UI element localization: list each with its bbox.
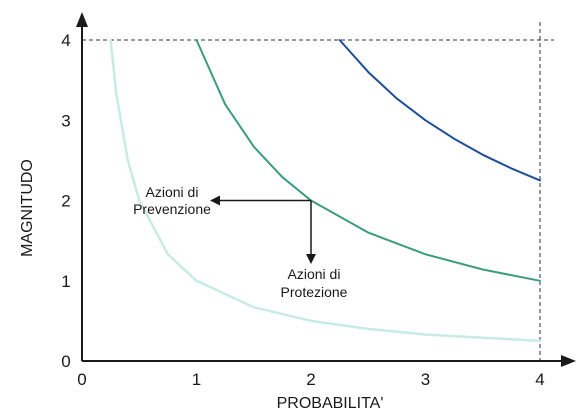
x-tick-label: 0 [77, 370, 86, 389]
annotations: Azioni di Prevenzione Azioni di Protezione [133, 184, 348, 300]
x-tick-label: 2 [306, 370, 315, 389]
x-tick-label: 4 [535, 370, 544, 389]
series-curve-2 [195, 39, 541, 282]
series-curve-3 [338, 39, 541, 182]
y-axis-title: MAGNITUDO [19, 159, 36, 257]
protection-label: Azioni di Protezione [281, 266, 348, 300]
y-tick-label: 4 [61, 31, 70, 50]
y-tick-label: 0 [61, 352, 70, 371]
x-axis-arrow-icon [561, 355, 576, 367]
y-tick-label: 2 [61, 192, 70, 211]
x-tick-label: 3 [421, 370, 430, 389]
reference-lines [82, 22, 554, 361]
y-tick-label: 1 [61, 272, 70, 291]
y-axis-arrow-icon [76, 12, 88, 27]
y-tick-label: 3 [61, 111, 70, 130]
x-axis-title: PROBABILITA' [277, 395, 384, 412]
series-curve-1 [109, 38, 542, 343]
prevention-label: Azioni di Prevenzione [133, 184, 211, 217]
x-tick-label: 1 [192, 370, 201, 389]
axes: 0 1 2 3 4 0 1 2 3 4 [61, 12, 576, 389]
